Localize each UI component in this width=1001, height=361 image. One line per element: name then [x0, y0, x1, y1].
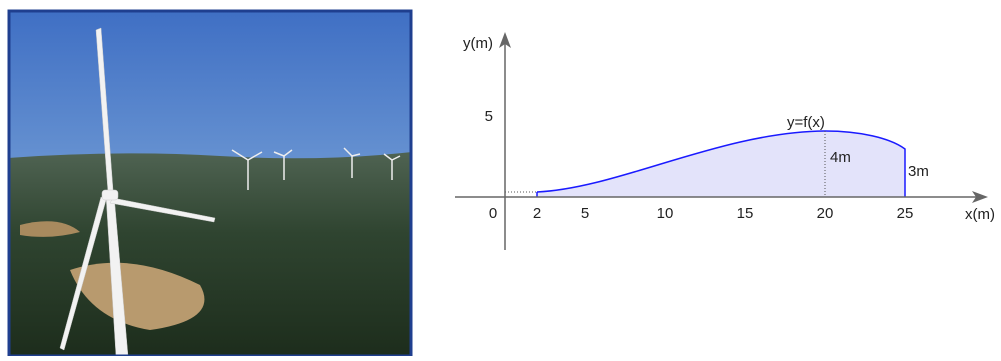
x-tick-label: 15 — [737, 205, 754, 222]
x-tick-label: 20 — [817, 205, 834, 222]
x-axis-label: x(m) — [965, 206, 995, 223]
scene: y(m) x(m) y=f(x) 4m 3m 025101520255 — [0, 0, 1001, 356]
x-tick-label: 2 — [533, 205, 541, 222]
page: y(m) x(m) y=f(x) 4m 3m 025101520255 (() … — [0, 0, 1001, 356]
curve-label: y=f(x) — [787, 114, 825, 131]
x-tick-label: 0 — [489, 205, 497, 222]
x-tick-label: 5 — [581, 205, 589, 222]
y-tick-label: 5 — [485, 108, 493, 125]
y-axis-label: y(m) — [463, 35, 493, 52]
height-label: 4m — [830, 149, 851, 166]
height-label: 3m — [908, 163, 929, 180]
photo — [8, 10, 412, 356]
x-tick-label: 25 — [897, 205, 914, 222]
x-tick-label: 10 — [657, 205, 674, 222]
